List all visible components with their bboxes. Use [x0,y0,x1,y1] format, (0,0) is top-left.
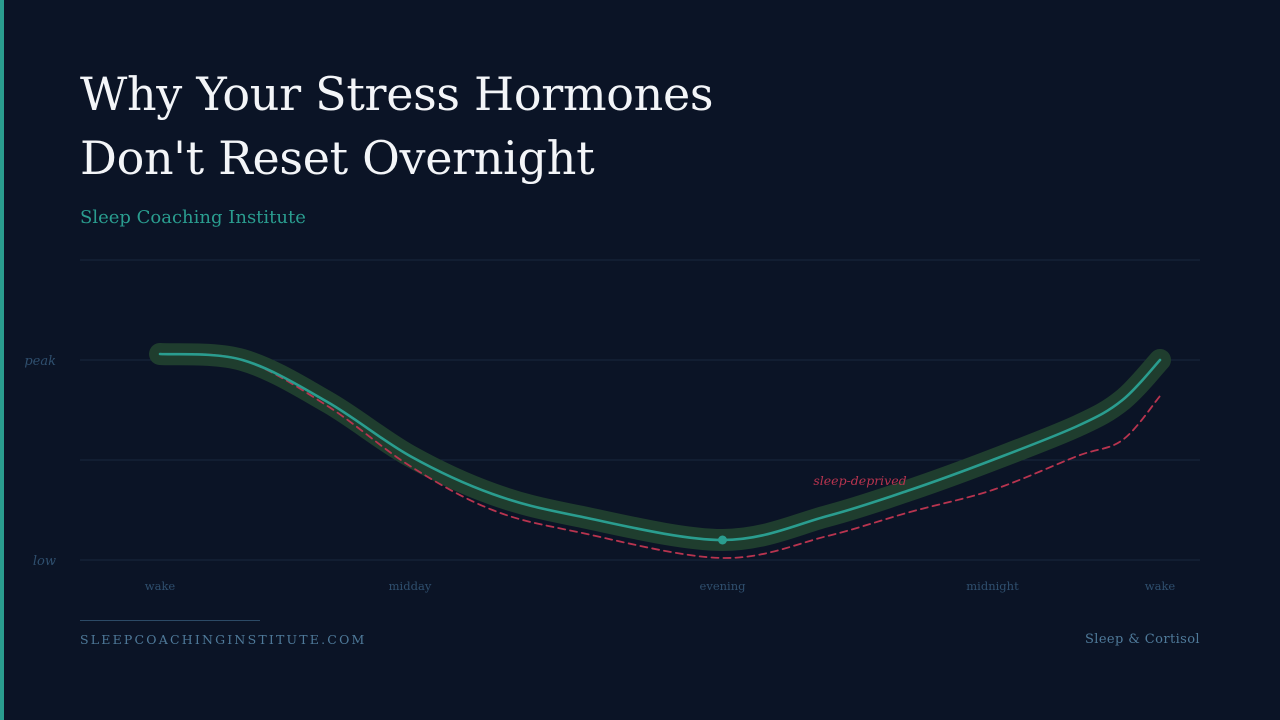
page-title: Why Your Stress Hormones Don't Reset Ove… [80,62,980,190]
y-tick-label-low: low [33,554,56,569]
footer-site[interactable]: SLEEPCOACHINGINSTITUTE.COM [80,632,367,647]
x-axis-labels: wake midday evening midnight wake [145,579,1176,593]
sleep-deprived-label: sleep-deprived [813,473,906,488]
title-line-2: Don't Reset Overnight [80,131,595,185]
series-sleep-deprived-line [159,353,1161,559]
x-tick-label-1: midday [389,579,432,593]
y-tick-label-peak: peak [24,354,56,369]
footer-divider [80,620,260,621]
subtitle: Sleep Coaching Institute [80,207,306,228]
y-axis-labels: peak low [24,354,56,569]
evening-low-marker [718,535,727,545]
series-layer: sleep-deprived [149,343,1171,559]
x-tick-label-2: evening [700,579,747,593]
title-line-1: Why Your Stress Hormones [80,67,714,121]
series-healthy-glow [149,343,1171,551]
series-healthy-line [158,352,1162,542]
x-tick-label-4: wake [1145,579,1176,593]
x-tick-label-3: midnight [966,579,1019,593]
footer-topic: Sleep & Cortisol [1084,632,1200,647]
x-tick-label-0: wake [145,579,176,593]
accent-bar [0,0,4,720]
